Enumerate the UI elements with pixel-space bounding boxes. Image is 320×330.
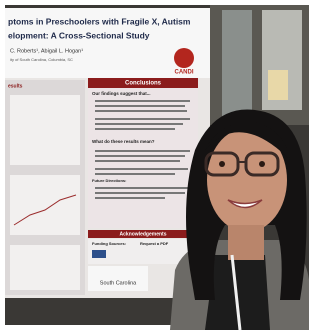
photo: ptoms in Preschoolers with Fragile X, Au…	[0, 0, 314, 330]
section-heading: Acknowledgements	[120, 231, 167, 237]
poster-title: elopment: A Cross-Sectional Study	[8, 30, 150, 40]
section-heading: Conclusions	[125, 81, 162, 87]
eye	[259, 161, 265, 167]
logo-text: CANDI	[175, 70, 194, 76]
poster-title: ptoms in Preschoolers with Fragile X, Au…	[8, 16, 191, 26]
page: ptoms in Preschoolers with Fragile X, Au…	[0, 0, 314, 330]
figure	[10, 175, 80, 235]
university-logo	[88, 266, 148, 291]
section-heading: esults	[8, 83, 23, 89]
section-text: Future Directions:	[92, 178, 126, 183]
logo	[174, 48, 194, 68]
poster-affiliation: ity of South Carolina, Columbia, SC	[10, 57, 73, 62]
section-text: Funding Sources:	[92, 241, 126, 246]
figure	[10, 95, 80, 165]
section-text: Our findings suggest that...	[92, 91, 151, 96]
eye	[219, 161, 225, 167]
window-light	[268, 70, 288, 100]
section-text: What do these results mean?	[92, 139, 155, 144]
poster-authors: C. Roberts¹, Abigail L. Hogan¹	[10, 48, 83, 54]
funder-logo	[92, 250, 106, 258]
figure	[10, 245, 80, 290]
section-text: Request a PDF	[140, 241, 169, 246]
university-name: South Carolina	[100, 280, 137, 286]
neck	[228, 225, 264, 260]
window	[222, 10, 252, 120]
